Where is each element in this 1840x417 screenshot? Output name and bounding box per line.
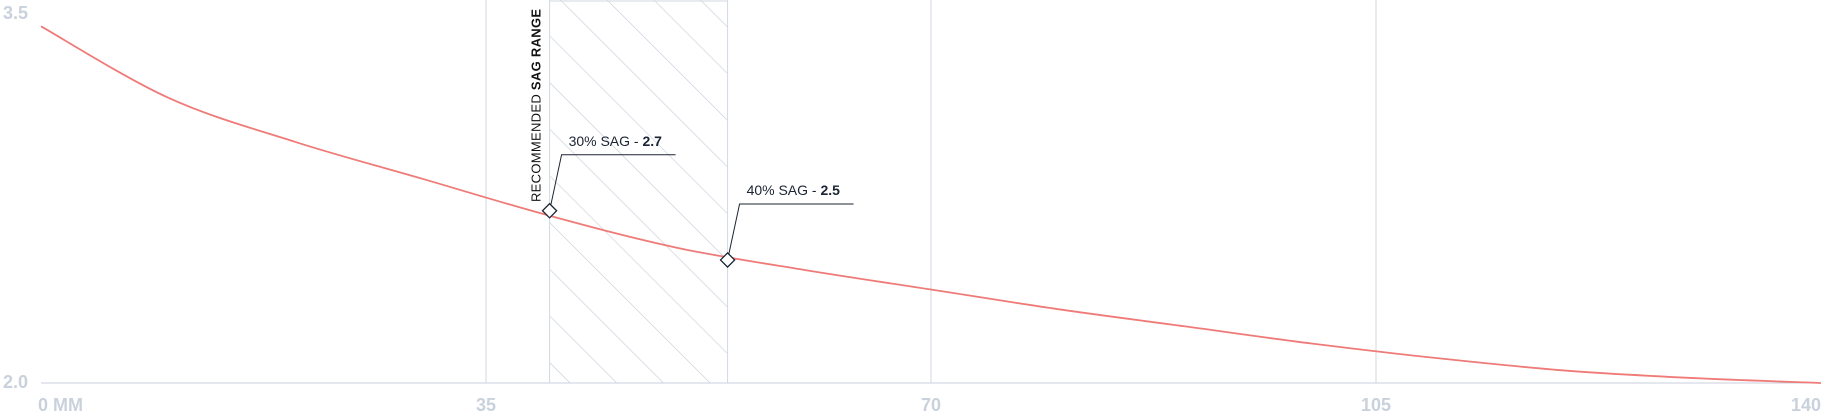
annotation-text: 40% SAG - (747, 182, 821, 198)
recommended-range: RECOMMENDED SAG RANGE (529, 0, 729, 383)
annotation-marker (719, 252, 736, 268)
grid-layer (485, 0, 1377, 383)
annotation-text: 30% SAG - (569, 133, 643, 149)
y-tick-label: 2.0 (3, 372, 28, 392)
annotation-leader (727, 203, 854, 261)
range-label-bold: SAG RANGE (529, 9, 544, 90)
series-layer (40, 25, 1822, 384)
axis-layer: 0 MM 35 70 105 140 2.0 3.5 (3, 3, 1821, 415)
range-label-regular: RECOMMENDED (529, 90, 544, 202)
annotation-leader (549, 154, 676, 211)
annotation-label: 40% SAG - 2.5 (747, 182, 841, 198)
annotation-marker (541, 202, 558, 219)
range-label: RECOMMENDED SAG RANGE (529, 9, 544, 202)
x-tick-label: 35 (476, 395, 496, 415)
range-hatch (549, 0, 728, 383)
x-tick-label: 0 MM (38, 395, 83, 415)
annotation-layer: 30% SAG - 2.7 40% SAG - 2.5 (541, 133, 854, 268)
annotation-label: 30% SAG - 2.7 (569, 133, 663, 149)
annotation-value: 2.7 (642, 133, 662, 149)
x-tick-label: 70 (921, 395, 941, 415)
x-tick-label: 140 (1791, 395, 1821, 415)
x-tick-label: 105 (1361, 395, 1391, 415)
series-line (40, 25, 1822, 384)
y-tick-label: 3.5 (3, 3, 28, 23)
annotation-value: 2.5 (820, 182, 840, 198)
